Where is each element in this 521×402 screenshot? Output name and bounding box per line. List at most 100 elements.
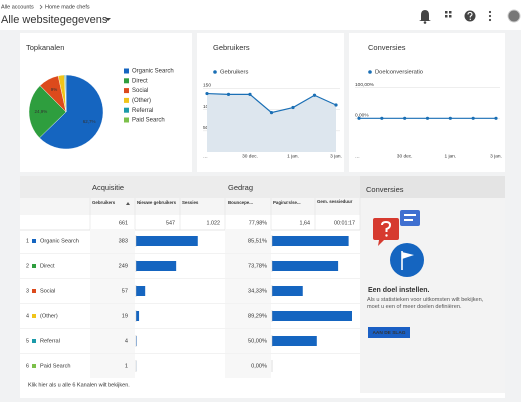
group-label: Acquisitie [92,183,124,192]
pie-slice [28,85,67,139]
group-label: Gedrag [228,183,253,192]
slice-label: 9% [51,87,58,92]
legend-swatch [124,88,129,94]
table-footer-link[interactable]: Klik hier als u alle 6 Kanalen wilt beki… [28,382,130,388]
row-stripe [225,229,271,253]
help-icon[interactable] [464,10,476,22]
dropdown-arrow[interactable] [105,18,111,21]
breadcrumb[interactable]: Alle accounts [1,4,34,10]
point [269,111,274,115]
x-tick-label: 1 jan. [287,153,299,159]
bounce-bar [272,261,339,271]
legend-label[interactable]: Organic Search [132,69,174,75]
point [494,116,498,120]
channel-name[interactable]: Organic Search [40,238,79,244]
users-value: 383 [119,238,128,244]
users-bar [136,261,177,271]
area [207,93,336,152]
channel-name[interactable]: Referral [40,338,60,344]
channel-name[interactable]: (Other) [40,313,58,319]
row-stripe [90,279,135,303]
channel-swatch [32,339,36,343]
legend-label[interactable]: Direct [132,78,148,84]
column-header[interactable]: Bouncepe... [228,200,253,205]
goal-button[interactable] [368,327,410,338]
column-header[interactable]: Sessies [182,200,199,205]
bounce-bar [272,286,303,296]
column-header[interactable]: Pagina's/se... [273,200,301,205]
row-stripe [90,354,135,378]
point [312,93,317,97]
panel-title: Topkanalen [26,43,64,52]
channel-swatch [32,239,36,243]
legend-swatch [124,107,129,113]
legend-label[interactable]: (Other) [132,98,151,104]
legend-label[interactable]: Referral [132,108,153,114]
point [248,92,252,96]
point [334,103,338,107]
point [380,116,384,120]
legend-label[interactable]: Social [132,88,148,94]
users-value: 57 [122,288,128,294]
total-value: 00:01:17 [334,220,355,226]
bounce-bar [272,236,349,246]
point [448,116,452,120]
row-stripe [90,329,135,353]
point [205,91,209,96]
channel-name[interactable]: Social [40,288,55,294]
channel-name[interactable]: Paid Search [40,363,70,369]
x-tick-label: … [203,154,208,159]
bell-icon[interactable] [419,10,431,24]
row-stripe [225,304,271,328]
legend-swatch [124,78,129,84]
avatar[interactable] [507,9,521,23]
point [471,116,475,120]
legend-label[interactable]: Doelconversieratio [375,70,423,76]
breadcrumb[interactable]: Home made chefs [45,4,90,10]
row-stripe [90,304,135,328]
legend-swatch [124,117,129,123]
total-value: 1.022 [207,220,221,226]
y-tick-label: 0,00% [355,113,369,119]
y-tick-label: 50 [203,125,209,131]
legend-label[interactable]: Paid Search [132,118,165,124]
channel-swatch [32,314,36,318]
apps-icon[interactable] [445,11,452,18]
goal-heading: Een doel instellen. [368,287,430,294]
view-title[interactable]: Alle websitegegevens [1,14,108,26]
goal-button-label[interactable]: AAN DE SLAG [372,330,405,336]
users-bar [136,311,140,321]
legend-dot [368,70,372,74]
users-value: 19 [122,313,128,319]
more-icon[interactable] [488,10,492,22]
column-header[interactable]: Gebruikers [92,200,116,205]
users-bar [136,236,198,246]
users-value: 4 [125,338,128,344]
point [291,105,295,110]
table-group-header [20,176,360,198]
legend-label[interactable]: Gebruikers [220,70,248,76]
goal-description: Als u statistieken voor uitkomsten wilt … [367,297,484,311]
panel-title: Gebruikers [213,43,250,52]
row-rank: 1 [26,238,29,244]
x-tick-label: 30 dec. [397,153,413,159]
row-rank: 4 [26,313,29,319]
bounce-bar [272,311,352,321]
goal-header [360,176,505,198]
column-header[interactable]: Gem. sessieduur [317,199,353,204]
total-value: 77,98% [249,220,267,226]
legend-dot [213,70,217,74]
row-stripe [225,354,271,378]
users-bar [136,286,146,296]
row-stripe [225,254,271,278]
channel-name[interactable]: Direct [40,263,55,269]
column-header[interactable]: Nieuwe gebruikers [137,200,177,205]
row-rank: 5 [26,338,29,344]
bounce-bar [272,336,317,346]
goal-title: Conversies [366,185,404,194]
channel-swatch [32,289,36,293]
row-stripe [225,279,271,303]
total-value: 1,64 [300,220,311,226]
